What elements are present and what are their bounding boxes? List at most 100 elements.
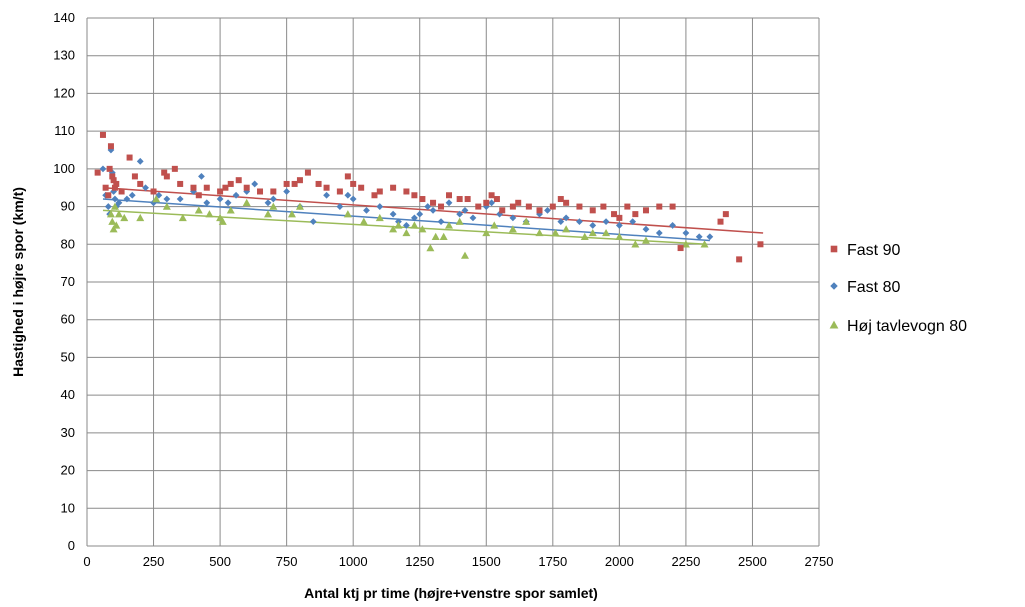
data-point [656, 203, 663, 210]
y-tick-label: 140 [53, 10, 75, 25]
data-point [344, 191, 352, 199]
x-tick-label: 1500 [472, 554, 501, 569]
data-point [624, 203, 631, 210]
data-point [390, 184, 397, 191]
x-tick-label: 2250 [671, 554, 700, 569]
data-point [508, 225, 517, 233]
data-point [544, 206, 551, 214]
x-tick-label: 1250 [405, 554, 434, 569]
data-point [296, 177, 303, 184]
data-point [106, 165, 113, 172]
data-point [488, 199, 495, 207]
data-point [580, 232, 589, 240]
legend: Fast 90 Fast 80 Høj tavlevogn 80 [829, 242, 967, 335]
data-point [350, 180, 357, 187]
y-tick-label: 20 [61, 463, 75, 478]
data-point [509, 214, 517, 222]
data-point [700, 240, 709, 248]
data-point [107, 143, 114, 150]
data-point [549, 203, 556, 210]
data-point [110, 202, 119, 210]
data-point [257, 188, 264, 195]
data-point [235, 177, 242, 184]
data-point [426, 244, 435, 252]
data-point [371, 192, 378, 199]
data-point [602, 218, 610, 226]
data-point [251, 180, 259, 188]
y-tick-label: 110 [54, 123, 75, 138]
data-point [430, 199, 437, 206]
data-point [203, 199, 211, 207]
data-point [283, 188, 291, 195]
data-point [464, 196, 471, 203]
data-point [475, 203, 482, 210]
legend-marker [829, 320, 839, 329]
data-point [178, 213, 187, 222]
data-point [226, 206, 235, 214]
grid [86, 17, 820, 547]
data-point [641, 236, 650, 244]
data-point [460, 251, 469, 259]
data-point [120, 213, 129, 222]
x-axis-title: Antal ktj pr time (højre+venstre spor sa… [304, 585, 598, 601]
x-tick-label: 1000 [339, 554, 368, 569]
x-tick-label: 2750 [805, 554, 834, 569]
y-tick-label: 80 [61, 236, 75, 251]
data-point [155, 191, 163, 199]
data-point [588, 228, 597, 237]
x-tick-label: 500 [209, 554, 231, 569]
data-point [536, 210, 543, 218]
data-point [482, 228, 491, 237]
legend-label: Fast 90 [847, 242, 900, 259]
data-point [389, 210, 397, 218]
data-point [695, 233, 703, 241]
y-tick-label: 50 [61, 349, 75, 364]
data-point [509, 203, 516, 210]
y-tick-label: 10 [61, 500, 75, 515]
data-point [108, 217, 117, 225]
data-point [150, 199, 157, 207]
data-point [669, 222, 676, 229]
data-point [136, 213, 145, 222]
data-point [198, 173, 205, 180]
data-point [375, 213, 384, 222]
data-point [431, 232, 440, 240]
data-point [344, 173, 351, 180]
x-tick-label: 0 [83, 554, 90, 569]
data-point [137, 180, 144, 187]
data-point [576, 218, 583, 226]
data-point [232, 191, 240, 199]
data-point [394, 221, 403, 229]
data-point [359, 217, 368, 225]
data-point [295, 202, 304, 210]
data-point [152, 195, 161, 203]
data-point [304, 169, 311, 176]
data-point [349, 195, 357, 203]
data-point [194, 206, 203, 214]
data-point [525, 203, 532, 210]
data-point [109, 173, 116, 180]
y-tick-label: 70 [61, 274, 75, 289]
y-tick-label: 120 [53, 85, 75, 100]
data-point [536, 207, 543, 214]
data-point [522, 217, 531, 225]
data-point [410, 221, 419, 229]
data-point [323, 191, 330, 199]
data-point [171, 165, 178, 172]
data-point [589, 222, 597, 229]
legend-marker [830, 245, 838, 253]
data-point [270, 188, 277, 195]
y-axis-title: Hastighed i højre spor (km/t) [10, 187, 26, 377]
data-point [424, 203, 432, 210]
data-point [602, 228, 611, 237]
data-point [104, 203, 112, 210]
y-tick-label: 130 [53, 48, 75, 63]
data-point [600, 203, 607, 210]
data-point [403, 222, 410, 229]
x-tick-label: 2000 [605, 554, 634, 569]
legend-label: Høj tavlevogn 80 [847, 318, 967, 335]
data-point [269, 202, 278, 210]
data-point [418, 225, 427, 233]
data-point [403, 188, 410, 195]
data-point [177, 180, 184, 187]
